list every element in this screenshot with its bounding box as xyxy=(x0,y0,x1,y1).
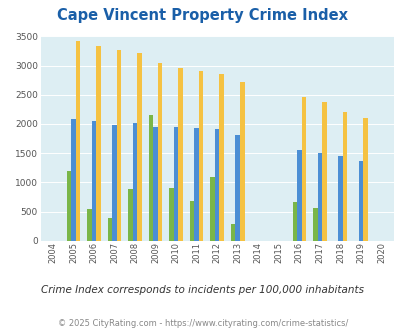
Bar xyxy=(158,63,162,241)
Bar xyxy=(107,217,112,241)
Bar xyxy=(173,127,178,241)
Bar xyxy=(96,46,100,241)
Text: © 2025 CityRating.com - https://www.cityrating.com/crime-statistics/: © 2025 CityRating.com - https://www.city… xyxy=(58,319,347,328)
Bar xyxy=(194,128,198,241)
Bar xyxy=(342,112,346,241)
Bar xyxy=(71,119,75,241)
Bar xyxy=(321,102,326,241)
Bar xyxy=(312,208,317,241)
Bar xyxy=(239,82,244,241)
Bar xyxy=(87,209,92,241)
Bar xyxy=(317,153,321,241)
Bar xyxy=(178,68,183,241)
Text: Crime Index corresponds to incidents per 100,000 inhabitants: Crime Index corresponds to incidents per… xyxy=(41,285,364,295)
Bar xyxy=(210,177,214,241)
Bar xyxy=(169,188,173,241)
Bar xyxy=(190,201,194,241)
Text: Cape Vincent Property Crime Index: Cape Vincent Property Crime Index xyxy=(58,8,347,23)
Bar xyxy=(358,161,362,241)
Bar xyxy=(153,127,158,241)
Bar xyxy=(337,156,342,241)
Bar xyxy=(92,121,96,241)
Bar xyxy=(296,150,301,241)
Bar xyxy=(132,123,137,241)
Bar xyxy=(149,115,153,241)
Bar xyxy=(66,171,71,241)
Bar xyxy=(112,124,117,241)
Bar xyxy=(198,71,203,241)
Bar xyxy=(362,118,367,241)
Bar xyxy=(219,74,224,241)
Bar xyxy=(230,224,235,241)
Bar xyxy=(117,50,121,241)
Bar xyxy=(128,189,132,241)
Bar xyxy=(75,41,80,241)
Bar xyxy=(214,129,219,241)
Bar xyxy=(301,96,305,241)
Bar xyxy=(137,53,141,241)
Bar xyxy=(292,202,296,241)
Bar xyxy=(235,135,239,241)
